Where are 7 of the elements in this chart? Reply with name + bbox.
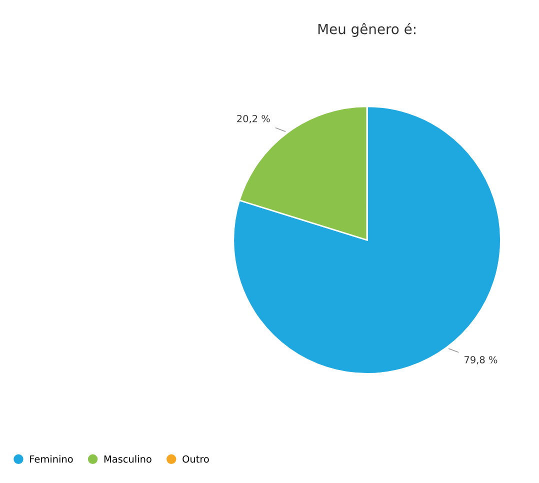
pie-slice: [232, 106, 502, 374]
legend-label: Feminino: [30, 455, 73, 463]
data-label: 20,2 %: [237, 114, 270, 124]
legend-label: Masculino: [104, 455, 152, 463]
chart-title: Meu gênero é:: [318, 22, 416, 37]
legend-label: Outro: [182, 455, 209, 463]
data-label: 79,8 %: [464, 356, 498, 364]
